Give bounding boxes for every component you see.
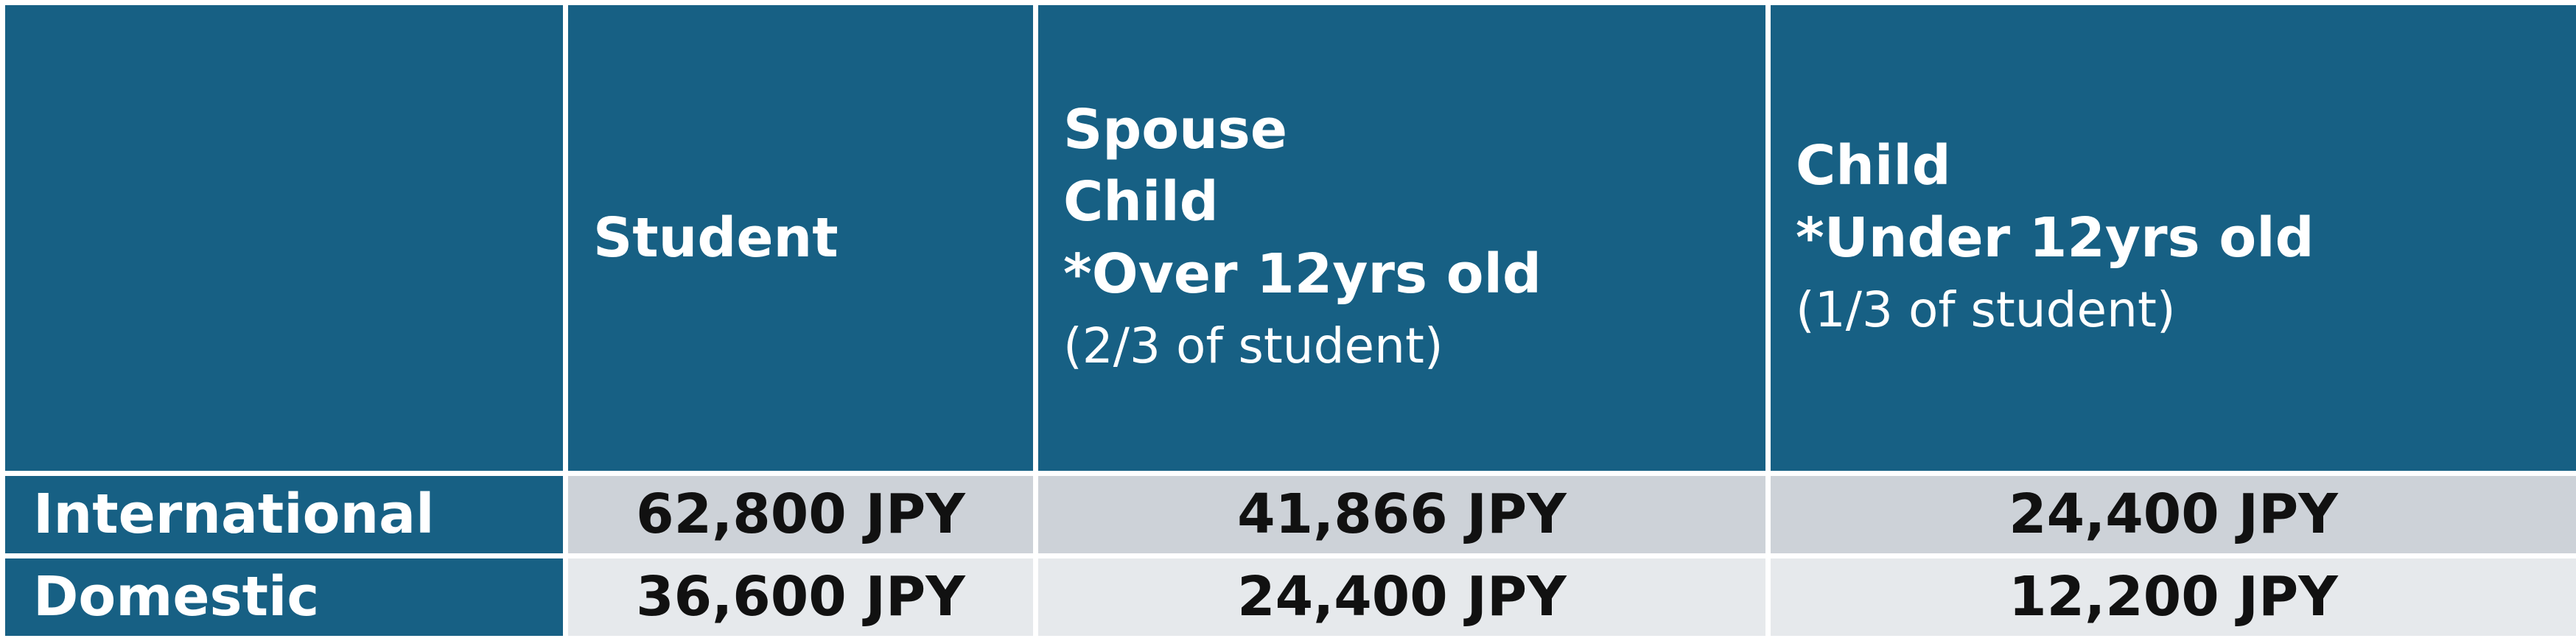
fee-cell: 36,600 JPY (563, 553, 1038, 641)
header-note: (1/3 of student) (1796, 281, 2176, 338)
header-cell: Spouse Child *Over 12yrs old (2/3 of studen… (1033, 0, 1771, 476)
corner-cell (0, 0, 568, 476)
header-line: Spouse (1063, 97, 1288, 161)
header-cell: Child *Under 12yrs old (1/3 of student) (1765, 0, 2576, 476)
row-label: International (0, 470, 568, 558)
fee-cell: 41,866 JPY (1033, 470, 1771, 558)
row-label: Domestic (0, 553, 568, 641)
data-row: Domestic 36,600 JPY 24,400 JPY 12,200 JPY (0, 553, 2576, 641)
header-line: *Over 12yrs old (1063, 242, 1541, 306)
fee-cell: 62,800 JPY (563, 470, 1038, 558)
data-row: International 62,800 JPY 41,866 JPY 24,400 … (0, 470, 2576, 558)
header-cell: Student (563, 0, 1038, 476)
fee-cell: 12,200 JPY (1765, 553, 2576, 641)
fee-cell: 24,400 JPY (1033, 553, 1771, 641)
header-note: (2/3 of student) (1063, 317, 1443, 374)
fee-cell: 24,400 JPY (1765, 470, 2576, 558)
header-row: Student Spouse Child *Over 12yrs old (2/3 of… (0, 0, 2576, 476)
header-line: Student (593, 206, 839, 270)
header-line: *Under 12yrs old (1796, 206, 2314, 270)
header-line: Child (1796, 133, 1951, 197)
header-line: Child (1063, 169, 1219, 234)
